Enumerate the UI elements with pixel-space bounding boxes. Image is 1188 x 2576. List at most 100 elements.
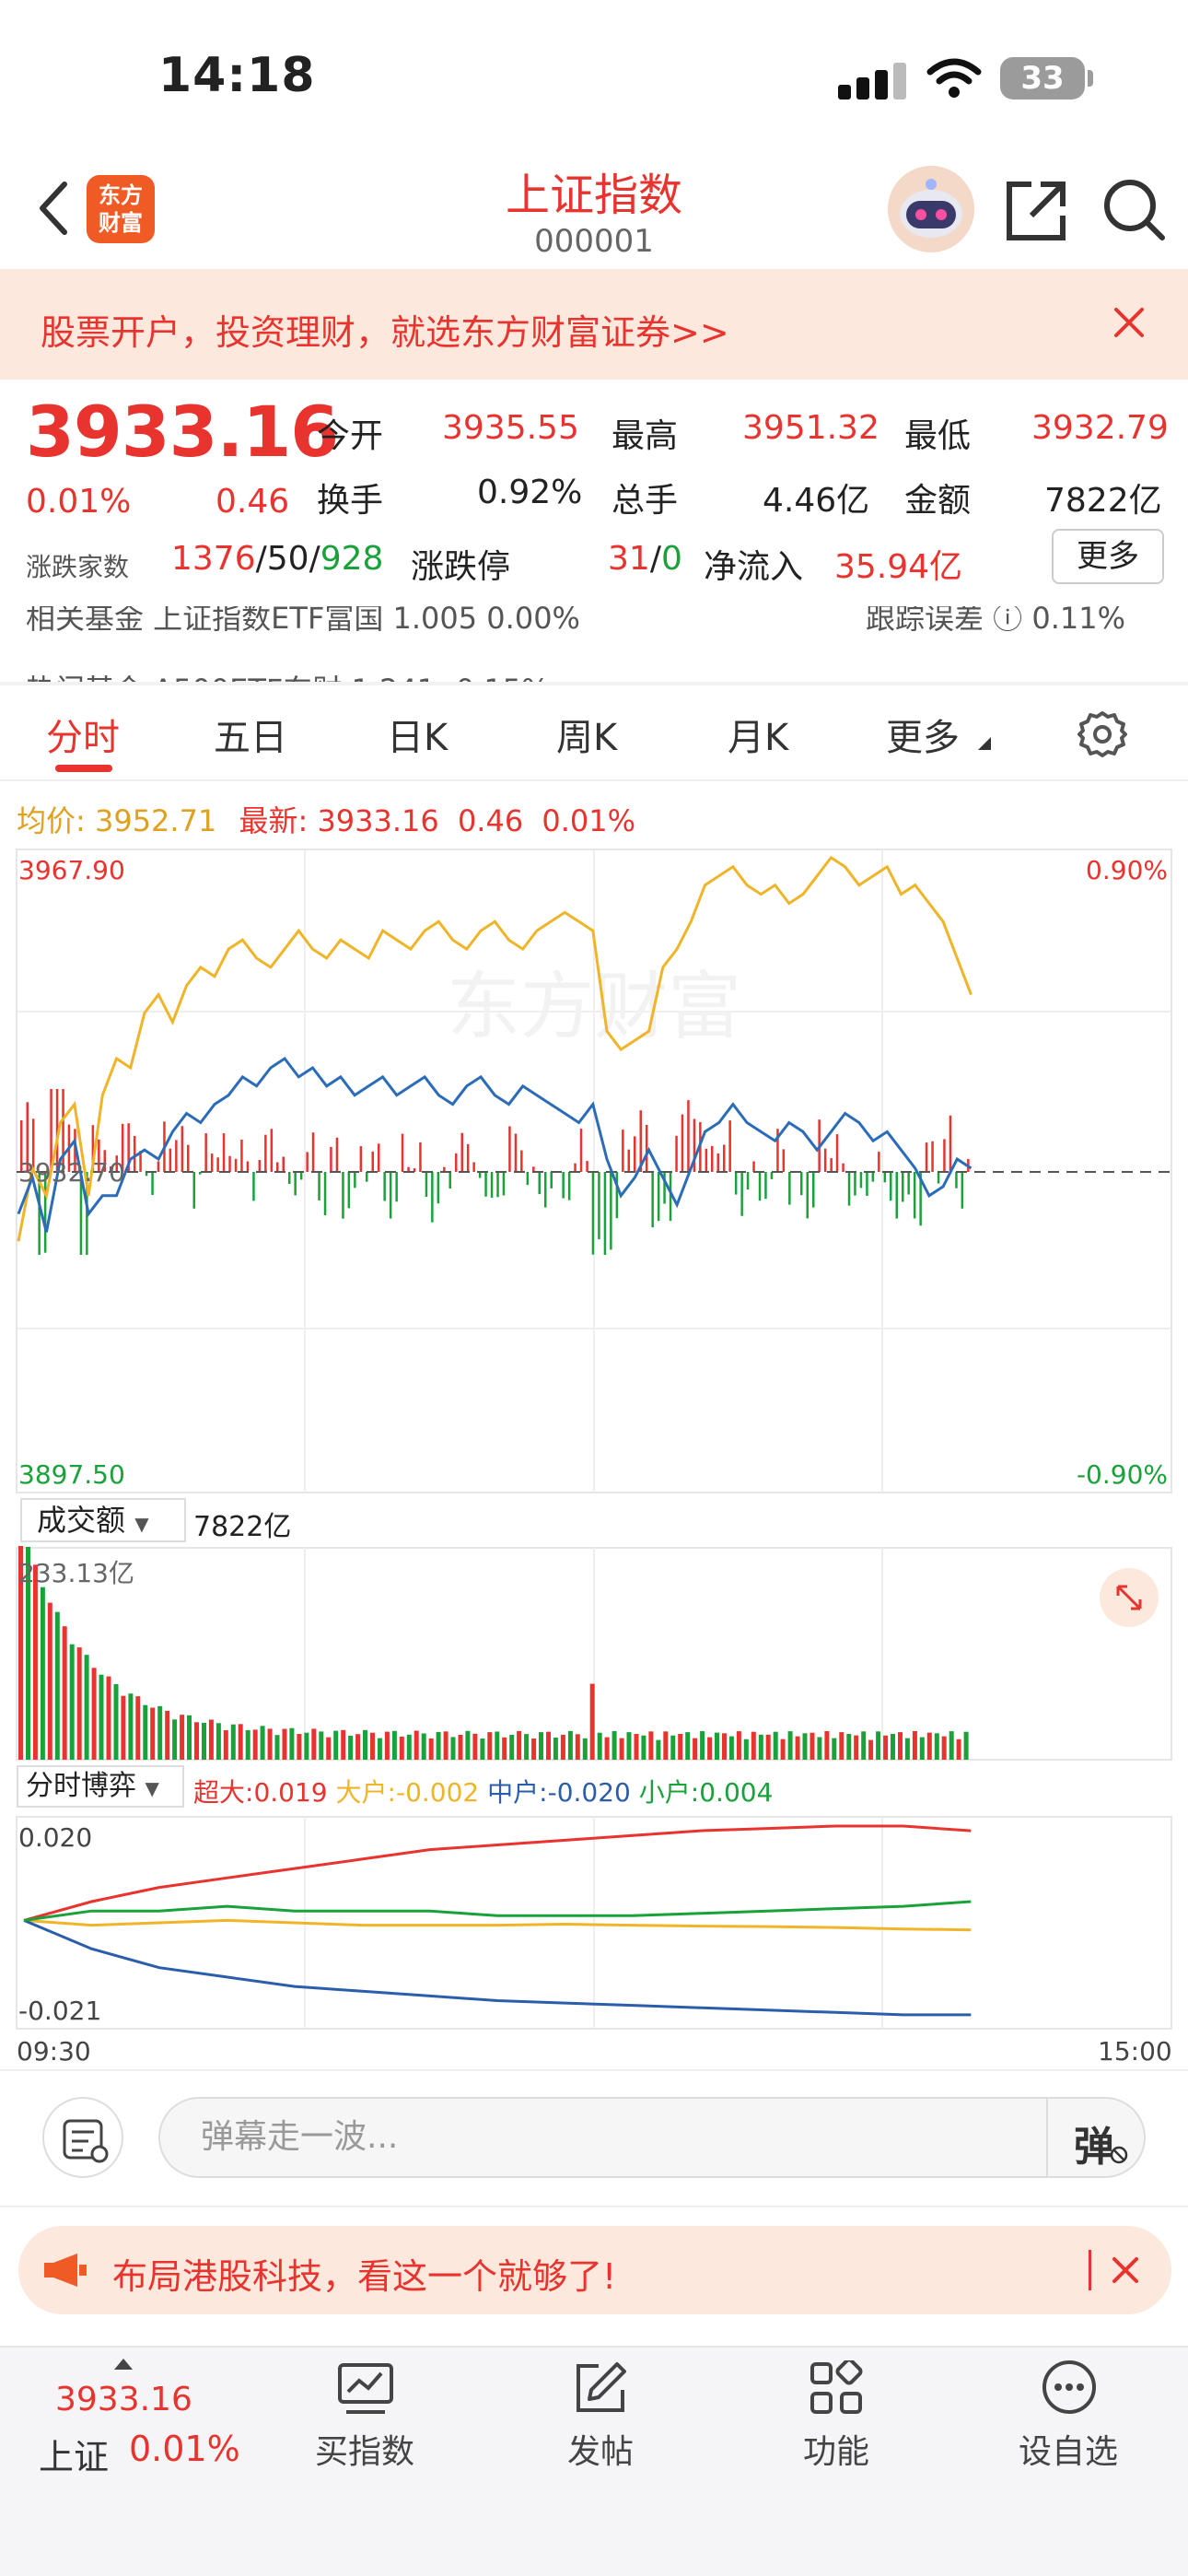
flow-bar [299, 1172, 303, 1180]
volume-selector-label[interactable]: 成交额 [37, 1503, 126, 1538]
search-icon[interactable] [1101, 177, 1168, 243]
ad-text[interactable]: 布局港股科技，看这一个就够了! [112, 2256, 617, 2297]
tab-weekly-k[interactable]: 周K [556, 717, 618, 759]
bottom-index-name[interactable]: 上证 [39, 2437, 110, 2477]
buy-index-button[interactable]: 买指数 [314, 2433, 414, 2471]
more-dots-icon[interactable] [1041, 2359, 1098, 2416]
legend-medium-name: 中户 [487, 1777, 540, 1808]
flow-bar [693, 1118, 696, 1172]
volume-bar [934, 1733, 939, 1760]
intraday-price-chart[interactable]: 东方财富 3967.90 3932.70 3897.50 0.90% -0.90… [0, 848, 1188, 1498]
flow-bar [538, 1172, 541, 1195]
volume-bar [208, 1719, 214, 1760]
flow-game-selector[interactable]: 分时博弈 ▼ [17, 1765, 184, 1808]
flow-bar [496, 1172, 499, 1198]
danmaku-toggle-button[interactable]: 弹 [1046, 2097, 1146, 2178]
functions-button[interactable]: 功能 [802, 2433, 869, 2471]
up-count: 1376 [171, 540, 256, 578]
flow-bar [139, 1151, 142, 1172]
flow-bar [562, 1172, 565, 1199]
danmaku-input[interactable]: 弹幕走一波... [158, 2097, 1146, 2178]
flow-game-lines [23, 1824, 972, 2017]
ad-banner[interactable] [18, 2226, 1171, 2314]
tab-daily-k[interactable]: 日K [387, 717, 448, 759]
volume-selector[interactable]: 成交额 ▼ [20, 1498, 186, 1542]
assistant-robot-icon[interactable] [888, 166, 974, 252]
volume-bar [458, 1735, 463, 1760]
flow-game-label[interactable]: 分时博弈 [26, 1770, 136, 1802]
flow-bar [98, 1139, 100, 1172]
share-icon[interactable] [1004, 179, 1068, 243]
volume-bar [172, 1719, 178, 1760]
volume-bar [245, 1729, 250, 1760]
price-info-line: 均价: 3952.71 最新: 3933.16 0.46 0.01% [17, 798, 635, 840]
tab-monthly-k[interactable]: 月K [728, 717, 789, 759]
volume-bar [370, 1732, 375, 1760]
post-button[interactable]: 发帖 [566, 2433, 634, 2471]
post-edit-icon[interactable] [573, 2360, 628, 2416]
amount-label: 金额 [904, 482, 972, 520]
bottom-change-pct[interactable]: 0.01% [129, 2429, 240, 2469]
ad-close-icon[interactable] [1111, 2255, 1140, 2285]
danmaku-list-button[interactable] [42, 2097, 123, 2178]
list-settings-icon[interactable] [44, 2099, 125, 2180]
flow-bar [151, 1172, 154, 1195]
more-button[interactable]: 更多 [1052, 529, 1164, 584]
flow-bar [550, 1172, 553, 1188]
flow-bar [770, 1172, 774, 1179]
flow-game-chart[interactable]: 0.020 -0.021 [0, 1815, 1188, 2031]
volume-bar [487, 1732, 493, 1760]
add-watchlist-button[interactable]: 设自选 [1018, 2433, 1118, 2471]
flow-bar [723, 1144, 726, 1172]
tab-intraday[interactable]: 分时 [46, 717, 120, 759]
funds-ticker[interactable]: 相关基金 上证指数ETF富国 1.005 0.00% 跟踪误差 ⓘ 0.11% … [0, 590, 1188, 682]
y-label-bottom: 3897.50 [18, 1459, 125, 1490]
flow-bar [752, 1161, 755, 1172]
flow-bar [716, 1153, 719, 1172]
flow-bar [181, 1126, 184, 1172]
close-icon[interactable] [1111, 304, 1147, 341]
volume-bar [539, 1732, 543, 1760]
hot-fund-text[interactable]: 热门基金 A500ETF东财 1.241 -0.15% [26, 667, 549, 682]
flow-bar [823, 1148, 827, 1172]
danmaku-off-icon [1110, 2146, 1128, 2164]
flat-count: 50 [266, 540, 309, 578]
tab-more[interactable]: 更多 [886, 717, 960, 759]
volume-bar [926, 1732, 932, 1760]
flow-bar [133, 1136, 136, 1172]
volume-bar [728, 1736, 734, 1760]
flow-bar [890, 1172, 892, 1201]
flow-line-超大 [23, 1824, 972, 1922]
flow-bar [43, 1172, 47, 1253]
last-change: 0.46 [457, 803, 524, 838]
danmaku-button-label[interactable]: 弹 [1074, 2124, 1114, 2171]
volume-bar [589, 1683, 595, 1760]
settings-gear-icon[interactable] [1077, 709, 1127, 759]
flow-bar [216, 1157, 219, 1172]
flow-bar [26, 1102, 29, 1172]
tab-five-day[interactable]: 五日 [214, 717, 287, 759]
flow-bar [931, 1141, 934, 1172]
flow-bar [448, 1172, 451, 1188]
functions-grid-icon[interactable] [809, 2360, 864, 2416]
flow-bar [389, 1172, 392, 1219]
related-fund-text[interactable]: 相关基金 上证指数ETF富国 1.005 0.00% [26, 601, 580, 636]
flow-bar [598, 1172, 600, 1240]
tracking-error-text[interactable]: 跟踪误差 ⓘ 0.11% [866, 601, 1126, 636]
status-time: 14:18 [158, 48, 316, 103]
back-arrow-icon[interactable] [37, 181, 70, 236]
volume-bar [626, 1732, 632, 1760]
volume-bar [898, 1732, 903, 1760]
volume-bar [128, 1693, 134, 1760]
bottom-price[interactable]: 3933.16 [55, 2381, 192, 2418]
danmaku-bar [0, 2069, 1188, 2207]
promo-banner[interactable] [0, 269, 1188, 380]
buy-chart-icon[interactable] [337, 2362, 394, 2416]
volume-bar [597, 1732, 602, 1760]
promo-banner-text[interactable]: 股票开户，投资理财，就选东方财富证券>> [41, 312, 729, 353]
volume-chart[interactable] [0, 1546, 1188, 1762]
low-value: 3932.79 [1031, 409, 1169, 447]
logo-line1: 东方 [99, 182, 143, 208]
volume-bar [824, 1731, 830, 1760]
limit-up: 31 [608, 540, 650, 578]
